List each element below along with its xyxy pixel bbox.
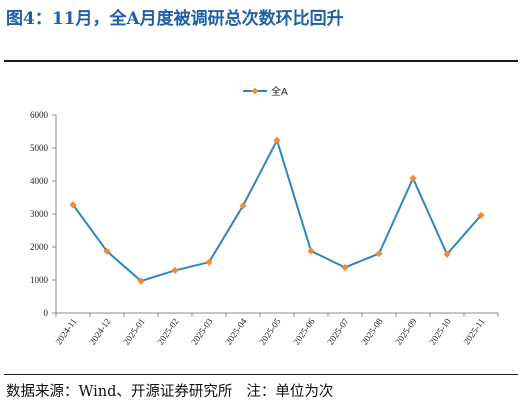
top-divider <box>4 60 518 62</box>
x-tick-label: 2025-03 <box>189 316 215 347</box>
source-note: 数据来源：Wind、开源证券研究所 注：单位为次 <box>6 380 333 401</box>
x-tick-label: 2024-12 <box>87 316 112 346</box>
x-tick-label: 2025-11 <box>461 316 486 346</box>
bottom-divider <box>4 374 518 375</box>
data-point-marker <box>205 258 213 266</box>
y-tick-label: 1000 <box>30 275 49 285</box>
source-text: Wind、开源证券研究所 <box>78 384 233 400</box>
x-tick-label: 2025-10 <box>427 316 453 347</box>
x-tick-label: 2025-09 <box>393 316 419 347</box>
series-group <box>69 136 485 285</box>
chart-legend: 全A <box>243 85 288 98</box>
y-tick-label: 6000 <box>30 110 49 120</box>
data-point-marker <box>273 136 281 145</box>
x-tick-label: 2025-06 <box>291 316 317 347</box>
data-point-marker <box>171 266 179 275</box>
y-tick-label: 0 <box>44 308 49 318</box>
y-tick-label: 5000 <box>30 143 49 153</box>
legend-marker <box>251 87 259 95</box>
x-tick-label: 2025-07 <box>325 316 351 347</box>
x-tick-label: 2025-08 <box>359 316 385 347</box>
series-line-0 <box>72 137 482 283</box>
y-tick-label: 3000 <box>30 209 49 219</box>
data-point-marker <box>341 263 349 272</box>
data-point-marker <box>239 202 247 210</box>
source-label: 数据来源： <box>6 384 79 400</box>
data-point-marker <box>103 247 111 255</box>
data-point-marker <box>307 247 315 255</box>
x-tick-label: 2025-05 <box>257 316 283 347</box>
figure-title: 图4：11月，全A月度被调研总次数环比回升 <box>6 9 344 29</box>
y-axis: 0 1000 2000 3000 4000 5000 6000 <box>30 110 57 318</box>
data-point-marker <box>375 250 383 258</box>
y-tick-label: 4000 <box>30 176 49 186</box>
data-point-marker <box>443 250 451 258</box>
y-tick-label: 2000 <box>30 242 49 252</box>
legend-label: 全A <box>271 85 288 98</box>
note-label: 注： <box>246 384 276 400</box>
x-tick-label: 2025-04 <box>223 316 249 347</box>
data-point-marker <box>409 174 417 182</box>
note-text: 单位为次 <box>275 384 334 400</box>
x-axis: 2024-11 2024-12 2025-01 2025-02 2025-03 2025-… <box>53 312 499 347</box>
x-tick-label: 2024-11 <box>53 316 78 346</box>
data-point-marker <box>137 277 145 285</box>
data-point-marker <box>477 211 485 219</box>
x-tick-label: 2025-02 <box>155 316 180 346</box>
data-point-marker <box>69 201 77 209</box>
x-tick-label: 2025-01 <box>121 316 146 346</box>
